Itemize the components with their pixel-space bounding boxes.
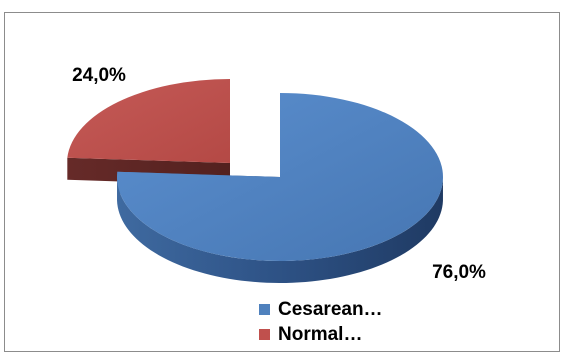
pie-slice-cesarean [116,93,443,261]
legend-item-0: Cesarean… [259,297,383,322]
legend-swatch-1 [259,329,270,340]
pie-slice-normal [67,79,230,163]
legend-label-1: Normal… [278,323,363,345]
chart-legend: Cesarean… Normal… [259,297,383,347]
data-label-1: 24,0% [72,65,126,86]
pie-slice-side-cesarean [117,175,443,283]
data-label-0: 76,0% [432,262,486,283]
legend-swatch-0 [259,304,270,315]
legend-label-0: Cesarean… [278,298,383,320]
legend-item-1: Normal… [259,322,383,347]
